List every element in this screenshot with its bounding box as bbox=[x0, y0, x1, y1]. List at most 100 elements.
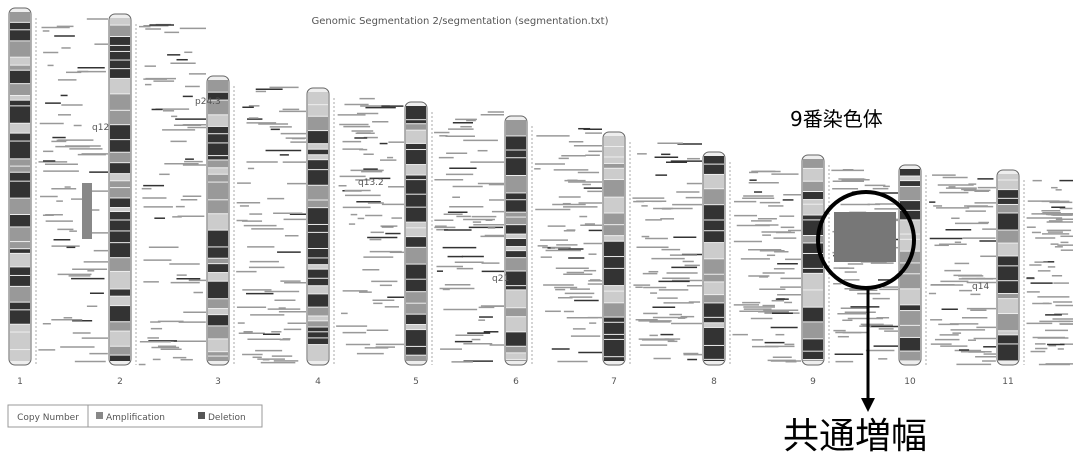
band bbox=[308, 286, 328, 294]
band bbox=[208, 264, 228, 273]
chromosome-label: 7 bbox=[611, 377, 617, 387]
band bbox=[110, 331, 130, 346]
band bbox=[308, 144, 328, 149]
band bbox=[506, 136, 526, 150]
band bbox=[110, 355, 130, 361]
band bbox=[406, 264, 426, 279]
band bbox=[308, 338, 328, 345]
band bbox=[110, 306, 130, 322]
band bbox=[406, 106, 426, 120]
band bbox=[604, 357, 624, 361]
chromosome-label: 4 bbox=[315, 377, 321, 387]
legend-box bbox=[7, 404, 263, 428]
band bbox=[506, 158, 526, 175]
band bbox=[10, 65, 30, 70]
legend-title: Copy Number bbox=[17, 413, 79, 423]
band bbox=[998, 190, 1018, 198]
band bbox=[10, 350, 30, 361]
band bbox=[308, 200, 328, 208]
band bbox=[308, 105, 328, 116]
band bbox=[406, 124, 426, 130]
band bbox=[110, 243, 130, 258]
band bbox=[208, 299, 228, 309]
band bbox=[406, 180, 426, 194]
chromosome-label: 6 bbox=[513, 377, 519, 387]
band bbox=[900, 210, 920, 220]
band bbox=[803, 191, 823, 200]
band bbox=[704, 303, 724, 317]
band bbox=[110, 45, 130, 51]
band bbox=[604, 303, 624, 317]
band bbox=[208, 92, 228, 100]
band bbox=[998, 174, 1018, 180]
annotation-common: 共通増幅 bbox=[783, 416, 927, 456]
band bbox=[900, 337, 920, 351]
band bbox=[110, 208, 130, 212]
amplified-block bbox=[834, 212, 896, 262]
band bbox=[208, 143, 228, 156]
arrow-head bbox=[861, 398, 875, 412]
band bbox=[10, 133, 30, 141]
band bbox=[308, 208, 328, 224]
annotation-chromosome: 9番染色体 bbox=[790, 107, 883, 131]
band bbox=[704, 259, 724, 274]
band bbox=[803, 322, 823, 339]
band-label: q12 bbox=[92, 123, 109, 133]
band bbox=[308, 327, 328, 332]
chromosome-label: 10 bbox=[904, 377, 916, 387]
band bbox=[704, 189, 724, 205]
band bbox=[704, 282, 724, 295]
band bbox=[998, 299, 1018, 314]
band bbox=[10, 106, 30, 123]
band bbox=[998, 230, 1018, 243]
band bbox=[208, 100, 228, 115]
band bbox=[208, 356, 228, 361]
band bbox=[110, 174, 130, 181]
band bbox=[110, 188, 130, 198]
band bbox=[308, 321, 328, 327]
band bbox=[604, 136, 624, 146]
band bbox=[506, 332, 526, 346]
band bbox=[406, 247, 426, 264]
band-label: p24.3 bbox=[195, 97, 221, 107]
band bbox=[208, 230, 228, 247]
band bbox=[900, 234, 920, 239]
band bbox=[506, 120, 526, 136]
band bbox=[506, 212, 526, 217]
band bbox=[506, 251, 526, 258]
band bbox=[506, 193, 526, 200]
band bbox=[10, 198, 30, 215]
band bbox=[998, 213, 1018, 230]
band bbox=[506, 247, 526, 251]
band bbox=[110, 163, 130, 174]
segment-block bbox=[82, 183, 92, 239]
band bbox=[406, 207, 426, 222]
band bbox=[110, 25, 130, 36]
band bbox=[506, 290, 526, 308]
band bbox=[604, 339, 624, 357]
band bbox=[506, 353, 526, 359]
band bbox=[10, 22, 30, 30]
band bbox=[704, 359, 724, 361]
band bbox=[308, 332, 328, 338]
band bbox=[308, 345, 328, 361]
band bbox=[604, 317, 624, 322]
band bbox=[900, 186, 920, 201]
band bbox=[604, 236, 624, 241]
band bbox=[704, 323, 724, 327]
band bbox=[998, 314, 1018, 331]
band bbox=[900, 305, 920, 311]
band bbox=[704, 174, 724, 189]
band bbox=[208, 156, 228, 160]
band bbox=[704, 205, 724, 220]
band bbox=[10, 275, 30, 286]
band bbox=[208, 182, 228, 200]
band bbox=[110, 296, 130, 306]
band bbox=[900, 201, 920, 210]
band bbox=[208, 168, 228, 174]
band bbox=[308, 265, 328, 269]
legend-swatch bbox=[198, 412, 205, 419]
band bbox=[308, 185, 328, 200]
band bbox=[10, 166, 30, 172]
band bbox=[803, 290, 823, 307]
